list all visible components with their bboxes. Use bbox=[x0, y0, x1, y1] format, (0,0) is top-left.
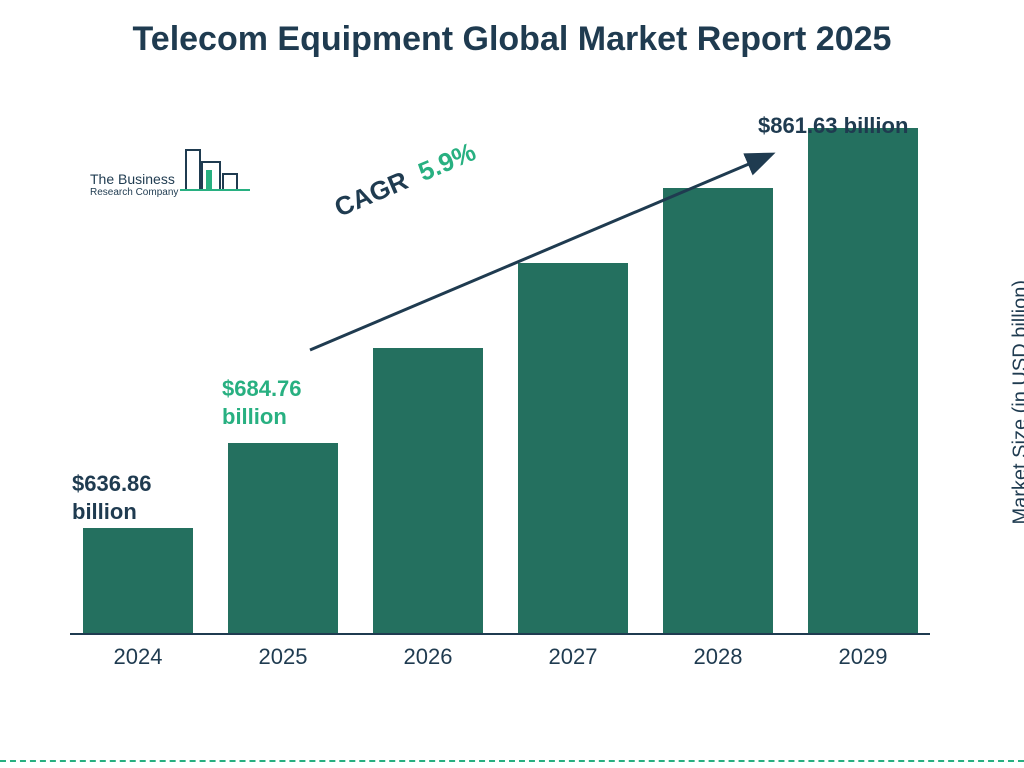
y-axis-label: Market Size (in USD billion) bbox=[1010, 280, 1024, 525]
x-tick-label: 2027 bbox=[503, 644, 643, 670]
bar bbox=[663, 188, 773, 633]
bar-chart: 202420252026202720282029 bbox=[70, 120, 950, 715]
bar bbox=[373, 348, 483, 633]
plot-area: 202420252026202720282029 bbox=[70, 120, 930, 670]
x-tick-label: 2029 bbox=[793, 644, 933, 670]
x-tick-label: 2028 bbox=[648, 644, 788, 670]
bar bbox=[83, 528, 193, 633]
chart-container: Telecom Equipment Global Market Report 2… bbox=[0, 0, 1024, 768]
value-label: $636.86billion bbox=[72, 470, 152, 525]
bar bbox=[518, 263, 628, 633]
value-label: $861.63 billion bbox=[758, 112, 908, 140]
value-label: $684.76billion bbox=[222, 375, 302, 430]
bar bbox=[228, 443, 338, 633]
x-tick-label: 2025 bbox=[213, 644, 353, 670]
bar bbox=[808, 128, 918, 633]
x-tick-label: 2024 bbox=[68, 644, 208, 670]
bottom-divider bbox=[0, 760, 1024, 762]
x-tick-label: 2026 bbox=[358, 644, 498, 670]
chart-title: Telecom Equipment Global Market Report 2… bbox=[0, 18, 1024, 61]
x-axis-line bbox=[70, 633, 930, 635]
